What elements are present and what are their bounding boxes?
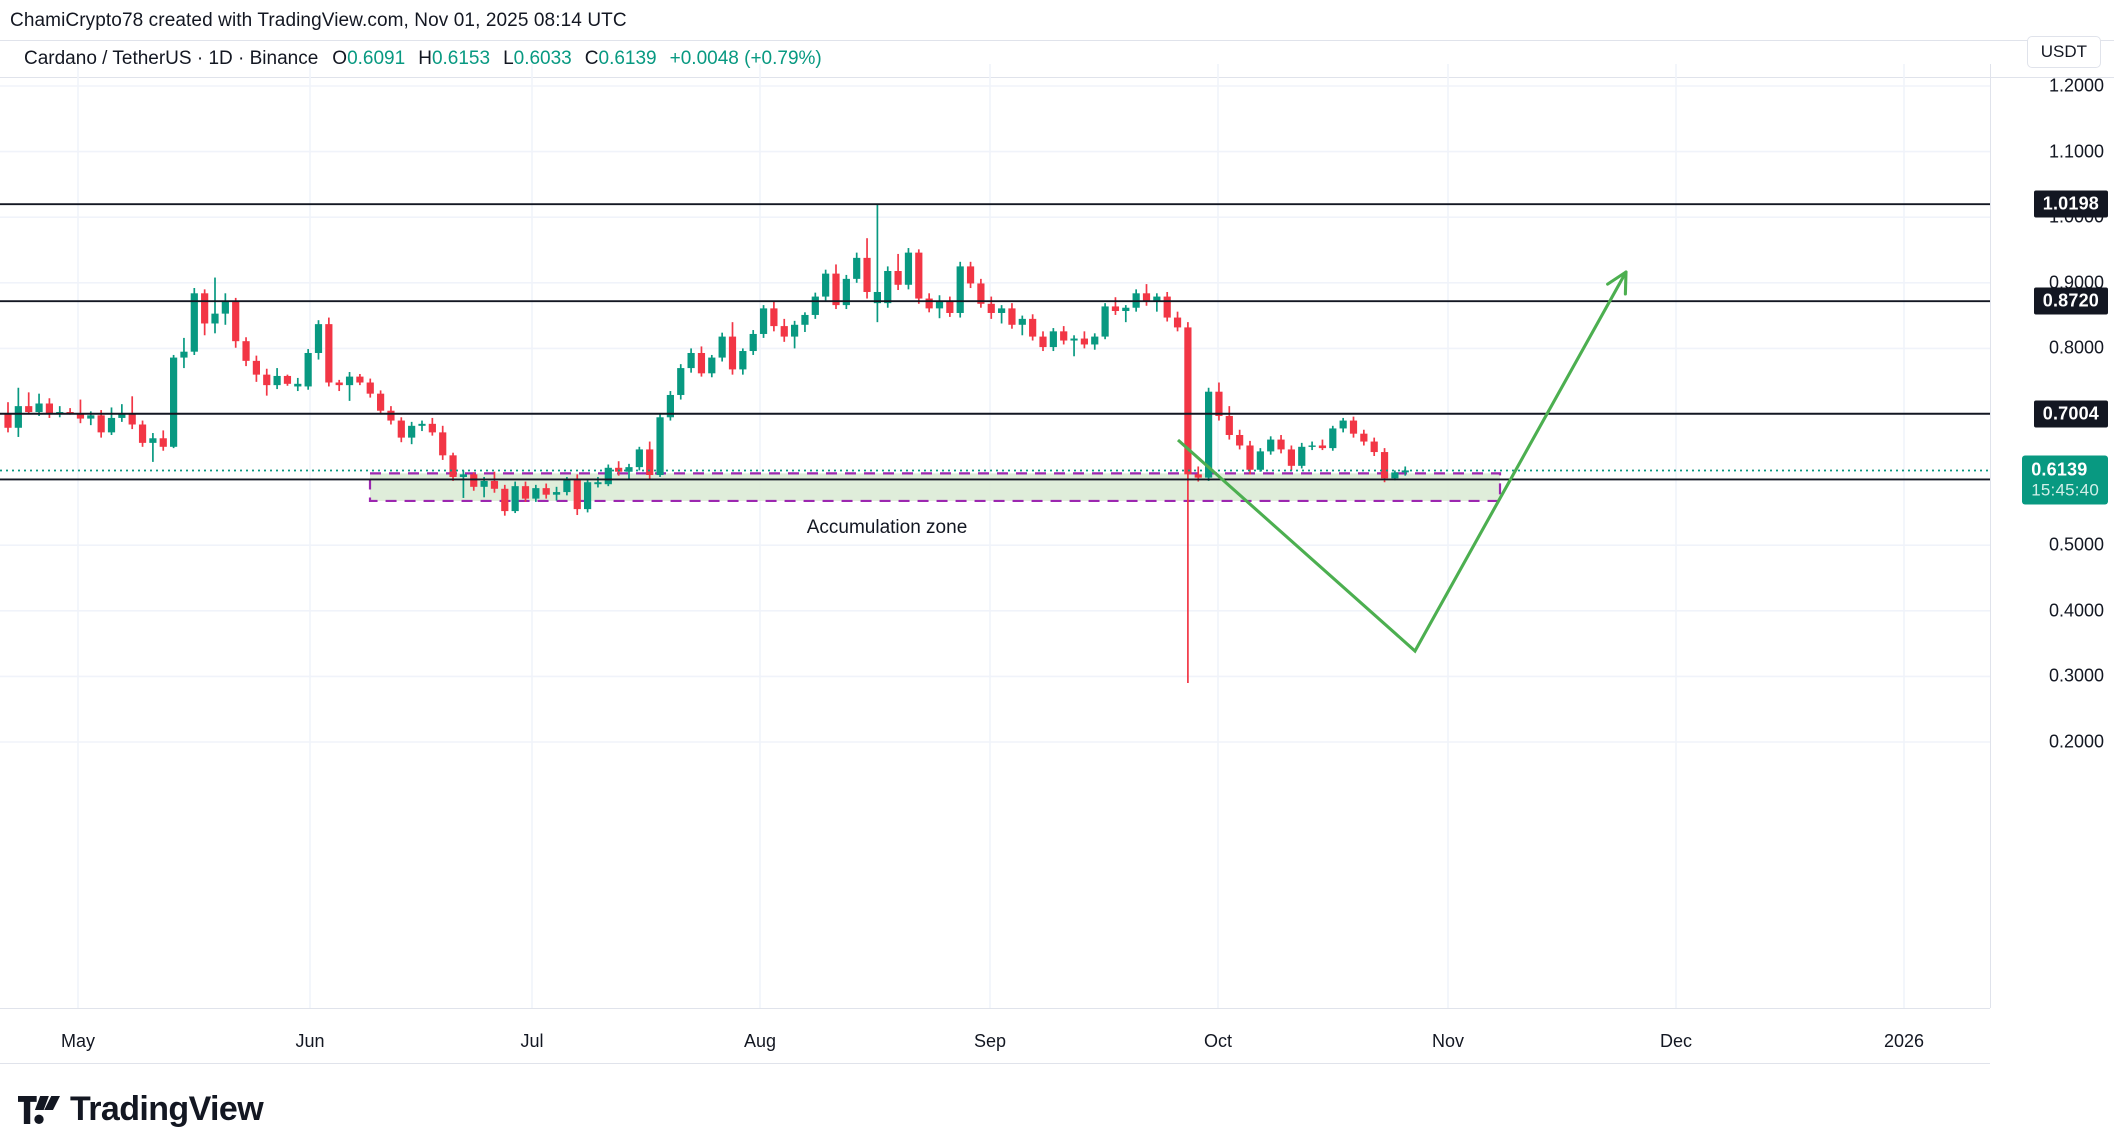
time-tick: Dec (1659, 1031, 1693, 1051)
tradingview-mark-icon (18, 1095, 60, 1124)
price-tick: 1.1000 (2048, 141, 2104, 162)
time-tick: May (60, 1031, 96, 1051)
price-tick: 0.3000 (2048, 665, 2104, 686)
candlestick-plot (0, 64, 1990, 1008)
current-price-value: 0.6139 (2031, 460, 2088, 481)
legend-bar (0, 40, 2114, 78)
attribution-text: ChamiCrypto78 created with TradingView.c… (10, 10, 627, 31)
price-tick: 1.2000 (2048, 75, 2104, 96)
ohlc-high-value: 0.6153 (431, 48, 491, 69)
ohlc-close-value: 0.6139 (598, 48, 657, 69)
tradingview-wordmark: TradingView (70, 1090, 264, 1128)
price-level-label[interactable]: 0.8720 (2033, 287, 2108, 315)
ohlc-open-value: 0.6091 (347, 48, 406, 69)
time-axis[interactable]: May Jun Jul Aug Sep Oct Nov Dec 2026 (0, 1008, 1990, 1064)
time-tick: 2026 (1883, 1031, 1925, 1051)
price-scale[interactable]: 1.20001.10001.00000.90000.80000.70000.60… (1990, 64, 2114, 1008)
time-tick: Nov (1431, 1031, 1465, 1051)
current-price-badge[interactable]: 0.6139 15:45:40 (2022, 456, 2108, 505)
ohlc-open: O0.6091 (332, 48, 406, 69)
ohlc-close: C0.6139 (584, 48, 657, 69)
ohlc-high: H0.6153 (418, 48, 491, 69)
price-tick: 0.4000 (2048, 600, 2104, 621)
time-tick: Jul (520, 1031, 544, 1051)
chart-pane[interactable]: Accumulation zone (0, 64, 1990, 1008)
price-level-label[interactable]: 0.7004 (2033, 400, 2108, 428)
price-tick: 0.2000 (2048, 731, 2104, 752)
time-tick: Aug (743, 1031, 777, 1051)
price-level-label[interactable]: 1.0198 (2033, 190, 2108, 218)
accumulation-zone-label: Accumulation zone (806, 516, 968, 538)
price-tick: 0.5000 (2048, 534, 2104, 555)
bar-countdown: 15:45:40 (2031, 480, 2099, 500)
ohlc-low-value: 0.6033 (513, 48, 572, 69)
ohlc-low: L0.6033 (503, 48, 572, 69)
tradingview-logo: TradingView (18, 1090, 264, 1129)
time-tick: Oct (1203, 1031, 1233, 1051)
price-tick: 0.9000 (2048, 272, 2104, 293)
time-tick: Sep (973, 1031, 1007, 1051)
price-tick: 0.8000 (2048, 337, 2104, 358)
currency-badge[interactable]: USDT (2026, 36, 2101, 68)
time-tick: Jun (295, 1031, 325, 1051)
chart-legend: Cardano / TetherUS · 1D · Binance O0.609… (24, 48, 822, 70)
symbol-label[interactable]: Cardano / TetherUS · 1D · Binance (24, 48, 319, 69)
price-change: +0.0048 (+0.79%) (669, 48, 822, 69)
